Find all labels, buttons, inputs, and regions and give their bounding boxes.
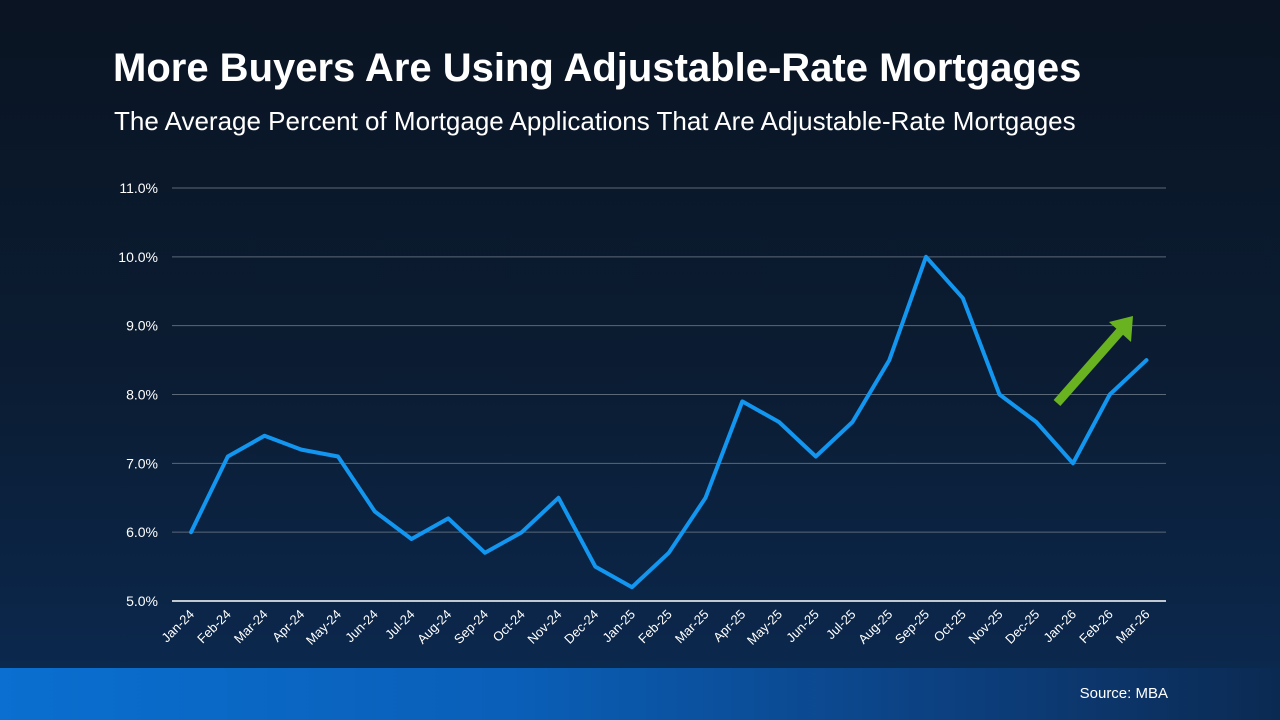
x-tick-label: Oct-25 <box>931 607 969 645</box>
series-line <box>189 254 1149 590</box>
x-tick-label: Nov-25 <box>965 607 1005 647</box>
x-tick-label: Sep-24 <box>451 607 491 647</box>
y-tick-label: 7.0% <box>126 455 158 471</box>
x-tick-label: Jun-25 <box>783 607 822 646</box>
x-tick-label: Oct-24 <box>490 607 528 645</box>
x-tick-label: May-24 <box>303 607 344 648</box>
x-tick-label: Mar-26 <box>1113 607 1153 647</box>
y-tick-label: 10.0% <box>118 249 158 265</box>
chart-title: More Buyers Are Using Adjustable-Rate Mo… <box>113 46 1082 90</box>
x-tick-label: Feb-24 <box>194 607 234 647</box>
x-tick-label: Aug-25 <box>855 607 895 647</box>
line-chart: 5.0%6.0%7.0%8.0%9.0%10.0%11.0%Jan-24Feb-… <box>118 180 1166 648</box>
y-tick-label: 9.0% <box>126 318 158 334</box>
x-tick-label: Jan-25 <box>599 607 638 646</box>
x-tick-label: Jun-24 <box>342 607 381 646</box>
x-tick-label: Feb-26 <box>1076 607 1116 647</box>
y-tick-label: 6.0% <box>126 524 158 540</box>
x-tick-label: Apr-24 <box>269 607 307 645</box>
y-tick-label: 11.0% <box>119 180 158 196</box>
x-tick-label: May-25 <box>744 607 785 648</box>
x-tick-label: Jul-25 <box>823 607 859 643</box>
y-tick-label: 8.0% <box>126 387 158 403</box>
x-tick-label: Sep-25 <box>892 607 932 647</box>
x-tick-label: Jan-24 <box>158 607 197 646</box>
trend-arrow-head <box>1109 316 1133 342</box>
x-tick-label: Mar-24 <box>231 607 271 647</box>
x-tick-label: Jul-24 <box>382 607 418 643</box>
y-tick-label: 5.0% <box>126 593 158 609</box>
x-tick-label: Feb-25 <box>635 607 675 647</box>
footer-bar: Source: MBA <box>0 668 1280 720</box>
x-tick-label: Apr-25 <box>710 607 748 645</box>
x-tick-label: Nov-24 <box>524 607 564 647</box>
chart-subtitle: The Average Percent of Mortgage Applicat… <box>114 106 1076 136</box>
trend-arrow-shaft <box>1053 325 1127 406</box>
x-tick-label: Dec-24 <box>561 607 601 647</box>
x-tick-label: Mar-25 <box>672 607 712 647</box>
x-tick-label: Aug-24 <box>414 607 454 647</box>
x-tick-label: Dec-25 <box>1002 607 1042 647</box>
source-label: Source: MBA <box>1079 685 1168 702</box>
x-tick-label: Jan-26 <box>1040 607 1079 646</box>
